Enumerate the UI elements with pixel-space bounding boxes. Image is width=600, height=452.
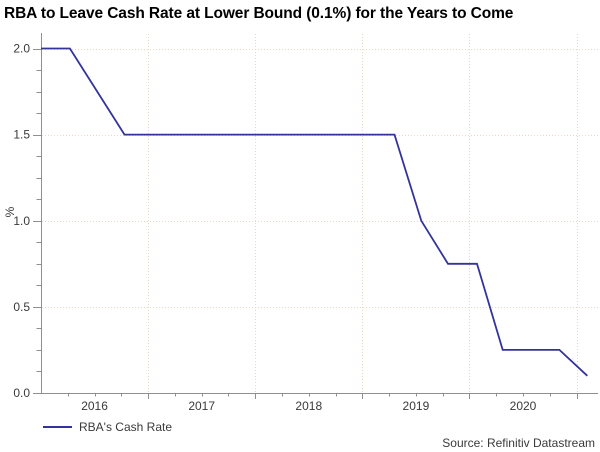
- y-tick-label: 1.5: [13, 128, 30, 142]
- x-tick-label: 2017: [188, 399, 215, 413]
- x-tick-label: 2019: [403, 399, 430, 413]
- x-tick-label: 2016: [81, 399, 108, 413]
- y-tick-label: 1.0: [13, 214, 30, 228]
- chart-title: RBA to Leave Cash Rate at Lower Bound (0…: [4, 5, 514, 22]
- y-tick-label: 2.0: [13, 42, 30, 56]
- legend-label: RBA's Cash Rate: [79, 420, 172, 434]
- legend-line-swatch: [43, 426, 72, 428]
- y-tick-label: 0.0: [13, 386, 30, 400]
- tick-labels: 0.0 0.5 1.0 1.5 2.0 2016 2017 2018 2019 2020%: [3, 42, 537, 413]
- x-tick-label: 2020: [510, 399, 537, 413]
- grid-lines: [42, 34, 598, 392]
- x-tick-label: 2018: [295, 399, 322, 413]
- y-tick-label: 0.5: [13, 300, 30, 314]
- cash-rate-series-line: [41, 47, 588, 377]
- y-axis-unit-label: %: [3, 206, 17, 217]
- source-note: Source: Refinitiv Datastream: [442, 436, 595, 450]
- axes: [33, 33, 598, 399]
- legend: RBA's Cash Rate: [43, 421, 172, 433]
